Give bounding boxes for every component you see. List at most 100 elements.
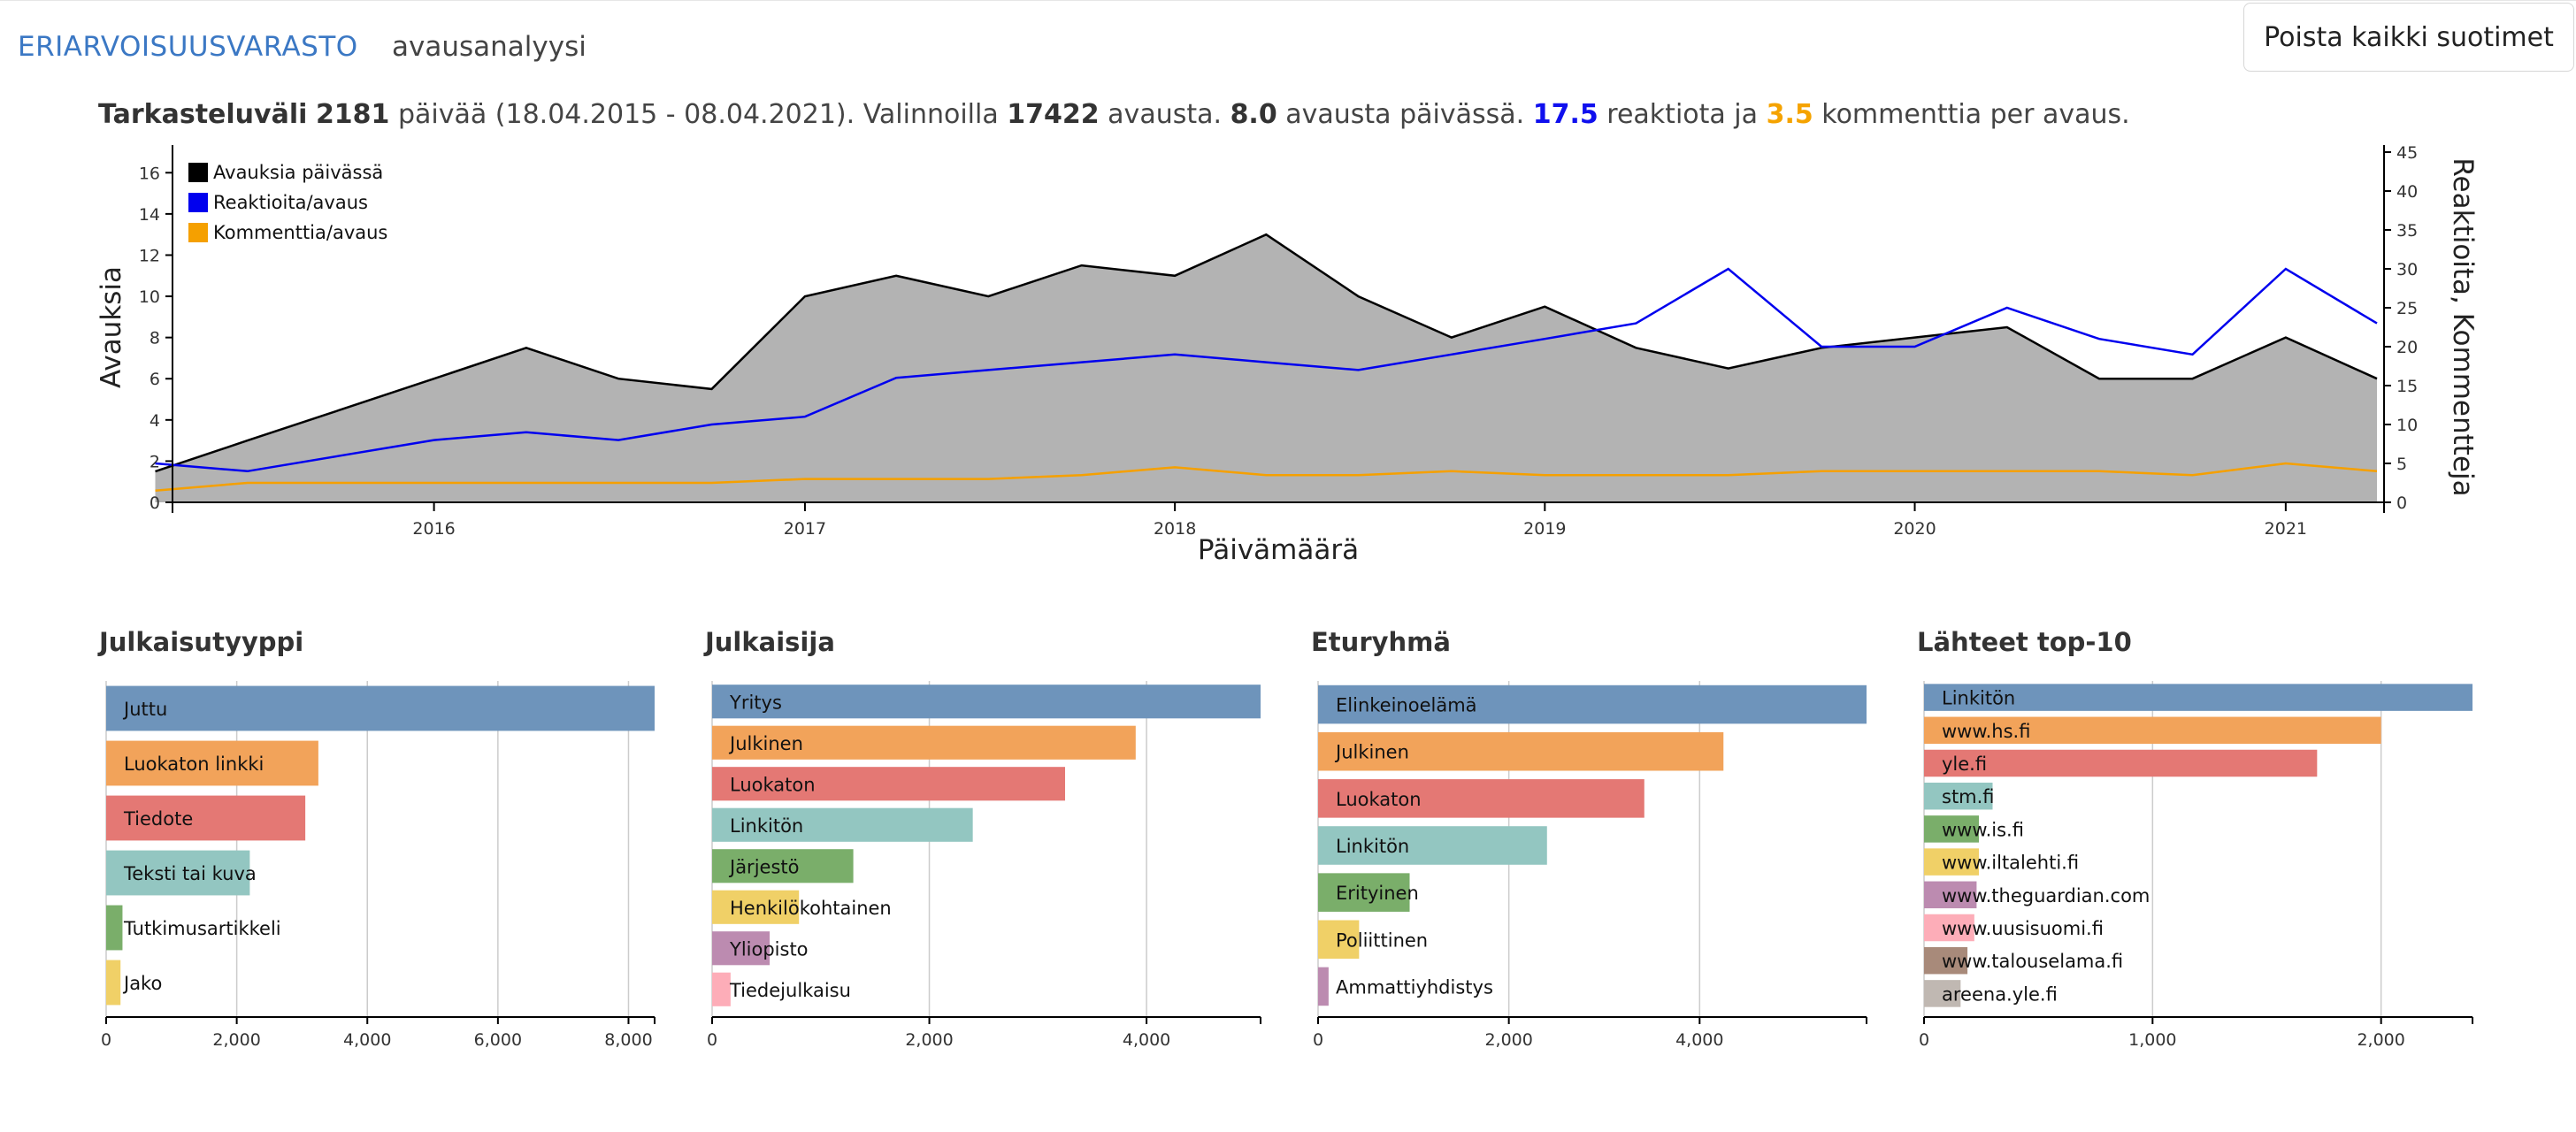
summary-text-1: päivää (18.04.2015 - 08.04.2021). Valinn… <box>389 99 1008 130</box>
bar[interactable] <box>1318 826 1547 865</box>
bar[interactable] <box>1924 914 1974 942</box>
bar-label: Juttu <box>122 699 167 720</box>
bar-label: Linkitön <box>1942 688 2015 709</box>
y-tick-label: 0 <box>150 493 160 513</box>
x-tick-label: 4,000 <box>343 1030 391 1050</box>
y-tick-label: 6 <box>150 370 160 389</box>
bar[interactable] <box>1924 848 1979 876</box>
bar[interactable] <box>1924 749 2318 777</box>
y2-tick-label: 30 <box>2396 260 2418 279</box>
x-tick-label: 6,000 <box>474 1030 522 1050</box>
openings-area <box>155 234 2377 502</box>
summary-comments: 3.5 <box>1766 99 1813 130</box>
bar[interactable] <box>712 767 1066 801</box>
bar[interactable] <box>1924 881 1977 909</box>
bar-chart-eturyhma[interactable]: Eturyhmä 0 2,000 4,000 Elinkeinoelämä Julkine… <box>1300 610 1884 1052</box>
bar-label: www.uusisuomi.fi <box>1942 918 2104 939</box>
bar-label: www.is.fi <box>1942 819 2024 840</box>
y-tick-label: 10 <box>139 287 160 307</box>
bar-label: Yliopisto <box>729 938 809 960</box>
bar[interactable] <box>1924 815 1979 843</box>
bar[interactable] <box>106 960 121 1006</box>
x-tick-label: 2020 <box>1893 519 1936 539</box>
panel-title: Eturyhmä <box>1311 627 1451 657</box>
bar[interactable] <box>712 931 770 966</box>
x-tick-label: 0 <box>1313 1030 1323 1050</box>
timeline-chart[interactable]: 0 2 4 6 8 10 12 14 16 0 5 10 15 20 25 30 35 40 45 2016 2017 2… <box>0 133 2576 575</box>
y2-tick-label: 5 <box>2396 455 2407 474</box>
x-tick-label: 2,000 <box>905 1030 953 1050</box>
summary-range-label: Tarkasteluväli <box>98 99 308 130</box>
legend-label: Reaktioita/avaus <box>213 192 368 213</box>
bar[interactable] <box>1924 946 1968 975</box>
y2-tick-label: 0 <box>2396 493 2407 513</box>
bar[interactable] <box>712 685 1261 719</box>
bar[interactable] <box>1318 779 1644 818</box>
bar-label: Julkinen <box>728 733 803 754</box>
summary-days: 2181 <box>315 99 390 130</box>
legend-swatch <box>188 163 208 182</box>
y-tick-label: 8 <box>150 329 160 348</box>
y2-tick-label: 25 <box>2396 299 2418 318</box>
panel-title: Julkaisija <box>703 627 835 657</box>
bar-label: www.hs.fi <box>1942 721 2030 742</box>
bar[interactable] <box>106 740 318 786</box>
bar-label: Jako <box>122 973 162 994</box>
x-tick-label: 4,000 <box>1675 1030 1723 1050</box>
bar[interactable] <box>1924 684 2472 711</box>
bar[interactable] <box>1318 873 1410 912</box>
bar[interactable] <box>1924 782 1993 810</box>
y2-tick-label: 10 <box>2396 416 2418 435</box>
bar-label: Luokaton <box>730 774 816 795</box>
bar[interactable] <box>712 807 973 842</box>
bar-label: Tiedote <box>123 808 193 830</box>
x-tick-label: 2,000 <box>212 1030 260 1050</box>
y-tick-label: 16 <box>139 164 160 183</box>
bar[interactable] <box>712 725 1136 760</box>
bar-chart-lahteet[interactable]: Lähteet top-10 0 1,000 2,000 Linkitön www.hs.… <box>1906 610 2490 1052</box>
y-tick-label: 4 <box>150 411 160 431</box>
y-tick-label: 2 <box>150 452 160 471</box>
summary-text-3: avausta päivässä. <box>1276 99 1533 130</box>
clear-filters-button[interactable]: Poista kaikki suotimet <box>2243 3 2574 72</box>
bar[interactable] <box>106 795 306 841</box>
bar-label: Linkitön <box>730 815 803 837</box>
bar-chart-julkaisija[interactable]: Julkaisija 0 2,000 4,000 Yritys Julkinen Luoka… <box>694 610 1278 1052</box>
x-tick-label: 0 <box>1919 1030 1929 1050</box>
bar-label: www.iltalehti.fi <box>1942 853 2079 874</box>
bar[interactable] <box>1318 920 1360 960</box>
bar[interactable] <box>106 850 250 896</box>
bar[interactable] <box>1924 716 2381 745</box>
x-tick-label: 1,000 <box>2128 1030 2176 1050</box>
panel-title: Lähteet top-10 <box>1917 627 2132 657</box>
bar-label: Luokaton linkki <box>124 753 264 775</box>
bar[interactable] <box>1924 980 1961 1007</box>
x-tick-label: 0 <box>707 1030 717 1050</box>
bar[interactable] <box>106 905 123 951</box>
summary-text-5: kommenttia per avaus. <box>1813 99 2130 130</box>
y2-tick-label: 15 <box>2396 377 2418 396</box>
bar-label: www.talouselama.fi <box>1942 951 2123 972</box>
summary-reactions: 17.5 <box>1532 99 1598 130</box>
bar-label: Yritys <box>729 692 782 713</box>
bar-label: Linkitön <box>1336 836 1409 857</box>
bar-label: Ammattiyhdistys <box>1336 976 1493 998</box>
bar[interactable] <box>1318 731 1724 771</box>
series-line-1 <box>155 233 2378 473</box>
y-axis-label: Avauksia <box>96 266 127 388</box>
bar-chart-julkaisutyyppi[interactable]: Julkaisutyyppi 0 2,000 4,000 6,000 8,000 Juttu… <box>88 610 672 1052</box>
summary-line: Tarkasteluväli 2181 päivää (18.04.2015 -… <box>98 99 2130 130</box>
bar[interactable] <box>106 685 655 731</box>
legend-label: Kommenttia/avaus <box>213 222 387 243</box>
bar-label: Poliittinen <box>1336 929 1428 951</box>
bar[interactable] <box>712 972 731 1006</box>
bar[interactable] <box>712 849 854 883</box>
brand-link[interactable]: ERIARVOISUUSVARASTO <box>18 31 358 63</box>
bar[interactable] <box>1318 685 1867 724</box>
x-tick-label: 2017 <box>784 519 826 539</box>
summary-openings: 17422 <box>1007 99 1100 130</box>
bar-label: stm.fi <box>1942 786 1995 807</box>
bar-label: Tiedejulkaisu <box>729 980 851 1001</box>
bar[interactable] <box>1318 967 1329 1006</box>
bar[interactable] <box>712 890 800 924</box>
